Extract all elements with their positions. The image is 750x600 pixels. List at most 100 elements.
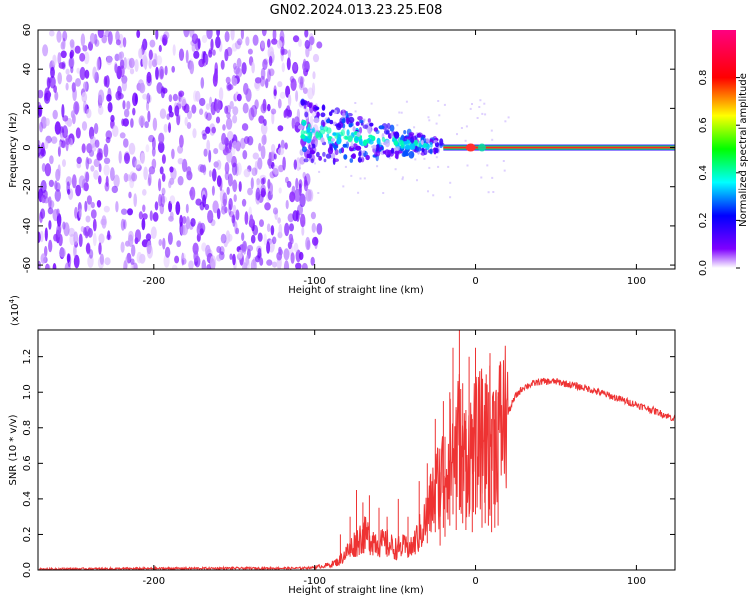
noise-cell xyxy=(300,76,304,89)
noise-cell xyxy=(40,253,47,264)
noise-cell xyxy=(235,209,240,221)
transition-cell xyxy=(386,122,391,130)
faint-cell xyxy=(343,127,346,130)
noise-cell xyxy=(259,257,264,266)
noise-cell xyxy=(62,30,68,42)
noise-cell xyxy=(56,208,60,216)
noise-cell xyxy=(295,249,301,263)
transition-cell xyxy=(300,129,305,137)
noise-cell xyxy=(93,169,99,180)
noise-cell xyxy=(312,71,316,80)
noise-cell xyxy=(278,246,282,254)
noise-cell xyxy=(233,194,237,203)
noise-cell xyxy=(132,107,136,116)
faint-cell xyxy=(394,168,397,171)
transition-cell xyxy=(367,118,371,123)
noise-cell xyxy=(236,162,242,176)
noise-cell xyxy=(270,108,277,115)
noise-cell xyxy=(176,240,182,248)
noise-cell xyxy=(161,173,166,182)
noise-cell xyxy=(210,255,217,269)
snr-spikes xyxy=(339,330,499,562)
noise-cell xyxy=(82,100,87,114)
noise-cell xyxy=(138,115,145,127)
faint-cell xyxy=(363,118,366,121)
noise-cell xyxy=(56,224,61,238)
transition-cell xyxy=(304,111,309,118)
noise-cell xyxy=(310,256,315,266)
noise-cell xyxy=(229,253,233,260)
noise-cell xyxy=(158,44,162,53)
transition-cell xyxy=(347,135,353,143)
noise-cell xyxy=(298,179,303,189)
noise-cell xyxy=(104,257,111,266)
noise-cell xyxy=(180,96,187,107)
noise-cell xyxy=(125,240,130,247)
faint-cell xyxy=(360,156,363,159)
noise-cell xyxy=(277,81,283,88)
noise-cell xyxy=(180,224,186,236)
noise-cell xyxy=(101,34,107,44)
noise-cell xyxy=(224,105,229,115)
noise-cell xyxy=(59,247,66,258)
transition-cell xyxy=(338,148,342,154)
noise-cell xyxy=(207,210,214,224)
noise-cell xyxy=(241,123,249,131)
faint-cell xyxy=(456,133,458,136)
noise-cell xyxy=(90,209,97,219)
transition-cell xyxy=(336,123,342,131)
noise-cell xyxy=(119,65,125,78)
transition-cell xyxy=(394,146,401,150)
noise-cell xyxy=(235,227,240,235)
noise-cell xyxy=(205,126,211,134)
noise-cell xyxy=(78,233,83,247)
noise-cell xyxy=(251,61,255,74)
transition-cell xyxy=(302,121,306,126)
transition-cell xyxy=(303,158,309,163)
noise-cell xyxy=(47,92,51,100)
noise-cell xyxy=(91,143,97,152)
noise-cell xyxy=(260,40,265,49)
noise-cell xyxy=(107,102,113,113)
noise-cell xyxy=(64,135,71,146)
noise-cell xyxy=(277,98,282,109)
noise-cell xyxy=(271,38,278,45)
noise-cell xyxy=(205,53,209,65)
noise-cell xyxy=(121,79,127,92)
noise-cell xyxy=(304,30,309,38)
noise-cell xyxy=(120,241,125,253)
faint-cell xyxy=(437,165,440,168)
noise-cell xyxy=(174,255,180,264)
noise-cell xyxy=(44,140,49,150)
transition-cell xyxy=(359,119,364,124)
noise-cell xyxy=(83,81,88,91)
noise-cell xyxy=(81,121,88,131)
noise-cell xyxy=(236,57,242,68)
transition-cell xyxy=(439,138,444,146)
transition-cell xyxy=(300,99,305,106)
transition-cell xyxy=(307,123,311,128)
noise-cell xyxy=(126,252,132,264)
faint-cell xyxy=(503,169,506,172)
snr-scale-exp: 4 xyxy=(8,298,16,303)
noise-cell xyxy=(142,213,148,220)
transition-cell xyxy=(363,139,368,146)
noise-cell xyxy=(229,100,234,110)
noise-cell xyxy=(189,189,193,197)
noise-cell xyxy=(52,109,58,120)
colorbar-tick-label: 0.4 xyxy=(698,165,709,181)
noise-cell xyxy=(299,193,306,208)
noise-cell xyxy=(263,119,267,126)
snr-scale-close: ) xyxy=(10,295,21,299)
noise-cell xyxy=(88,126,95,140)
noise-cell xyxy=(252,224,259,236)
noise-cell xyxy=(56,213,62,227)
noise-cell xyxy=(160,193,165,208)
noise-cell xyxy=(40,148,46,157)
noise-cell xyxy=(185,216,190,230)
noise-cell xyxy=(134,59,139,72)
noise-cell xyxy=(203,148,208,157)
snr-frame xyxy=(37,329,676,571)
noise-cell xyxy=(171,264,178,269)
noise-cell xyxy=(178,48,185,61)
